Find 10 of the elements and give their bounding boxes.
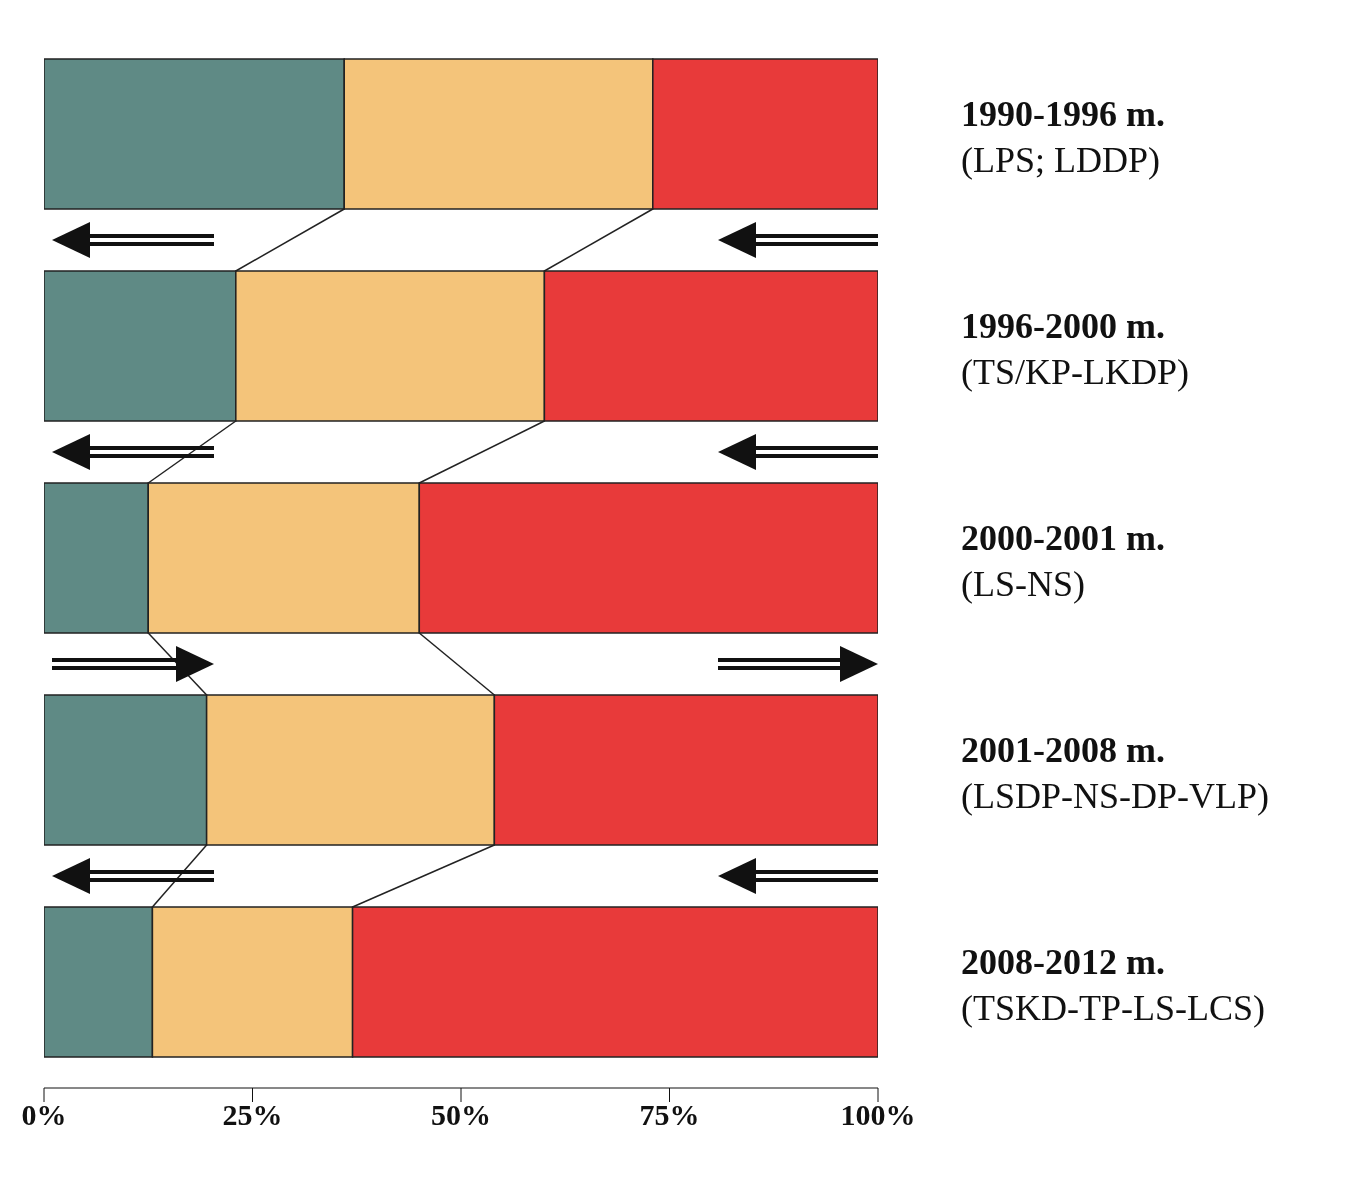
y-tick-label: 2008-2012 m. (TSKD-TP-LS-LCS) — [961, 942, 1265, 1028]
x-tick-label: 75% — [639, 1098, 700, 1132]
x-tick-label: 50% — [431, 1098, 491, 1132]
y-tick-label: 2001-2008 m. (LSDP-NS-DP-VLP) — [961, 730, 1270, 816]
x-tick-label: 100% — [840, 1098, 916, 1132]
y-tick-label: 1996-2000 m. (TS/KP-LKDP) — [961, 306, 1190, 392]
x-tick-label: 25% — [222, 1098, 283, 1132]
x-tick-label: 0% — [21, 1098, 67, 1132]
y-tick-label: 1990-1996 m. (LPS; LDDP) — [961, 94, 1165, 180]
y-tick-label: 2000-2001 m. (LS-NS) — [961, 518, 1165, 604]
